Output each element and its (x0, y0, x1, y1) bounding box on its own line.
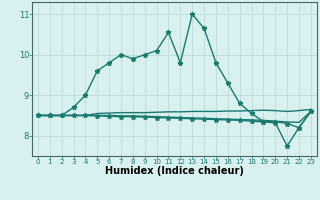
X-axis label: Humidex (Indice chaleur): Humidex (Indice chaleur) (105, 166, 244, 176)
